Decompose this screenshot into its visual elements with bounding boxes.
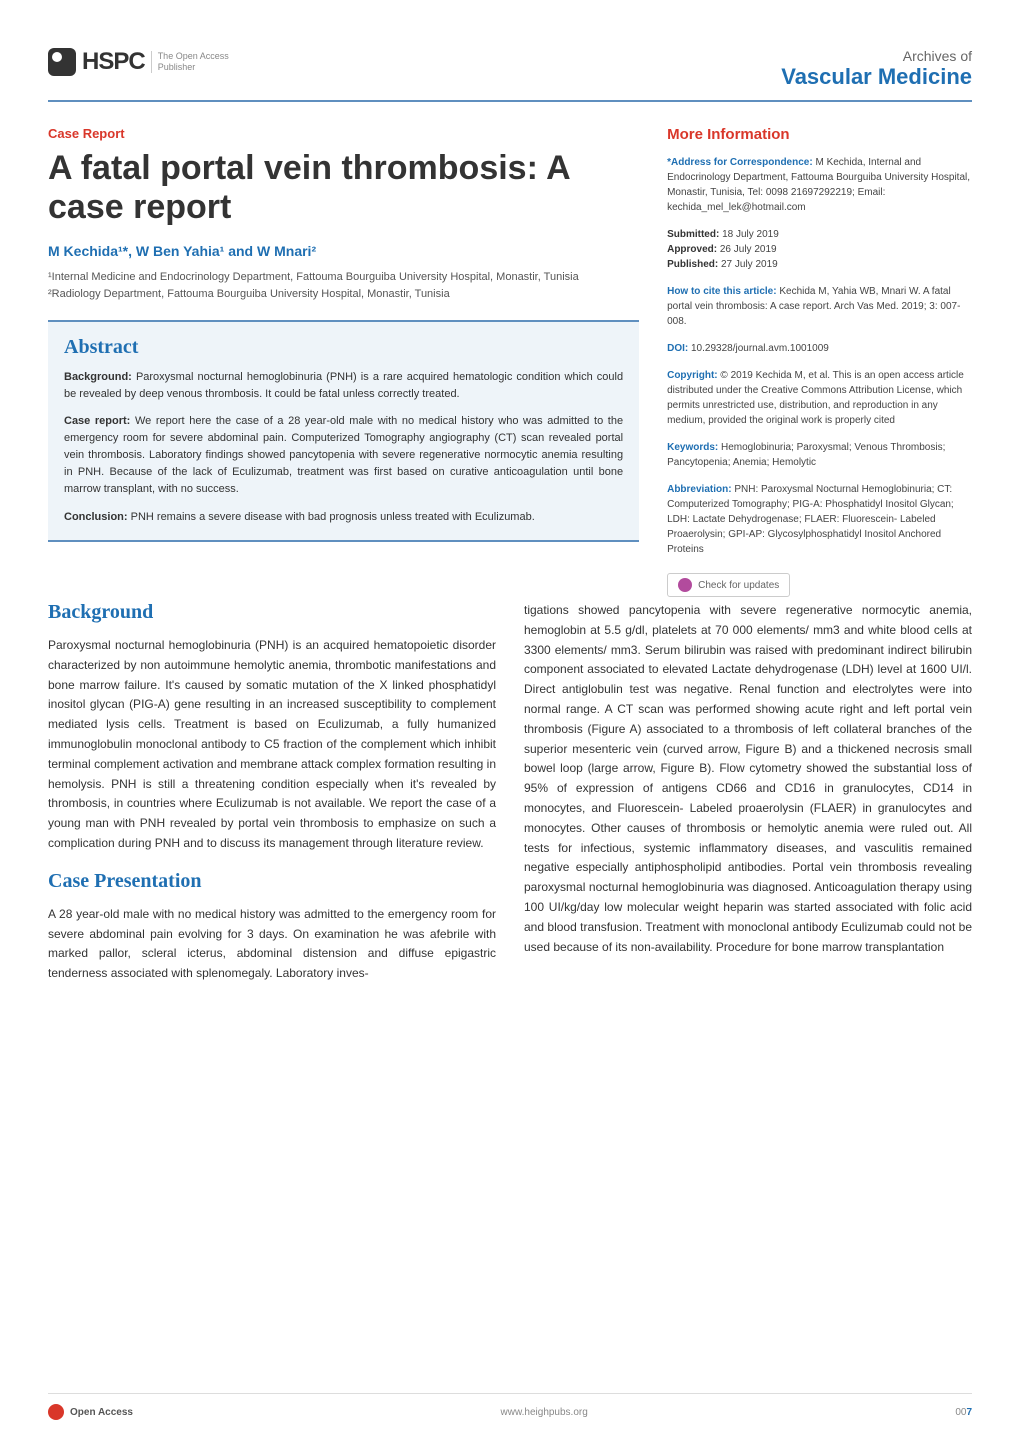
footer-site: www.heighpubs.org xyxy=(501,1407,588,1418)
abstract-case-text: We report here the case of a 28 year-old… xyxy=(64,415,623,495)
check-updates-icon xyxy=(678,578,692,592)
published-label: Published: xyxy=(667,259,718,270)
abstract-conclusion-text: PNH remains a severe disease with bad pr… xyxy=(128,511,535,523)
logo-subline: The Open Access Publisher xyxy=(151,51,229,73)
body-columns: Background Paroxysmal nocturnal hemoglob… xyxy=(48,601,972,1000)
logo-text: HSPC xyxy=(82,48,145,76)
check-updates-label: Check for updates xyxy=(698,580,779,591)
abstract-conclusion-label: Conclusion: xyxy=(64,511,128,523)
abstract-case: Case report: We report here the case of … xyxy=(64,413,623,498)
abstract-box: Abstract Background: Paroxysmal nocturna… xyxy=(48,320,639,541)
affiliations: ¹Internal Medicine and Endocrinology Dep… xyxy=(48,269,639,302)
background-body: Paroxysmal nocturnal hemoglobinuria (PNH… xyxy=(48,636,496,854)
doi-val: 10.29328/journal.avm.1001009 xyxy=(688,343,829,354)
doi-label: DOI: xyxy=(667,343,688,354)
right-column: More Information *Address for Correspond… xyxy=(667,126,972,597)
dates-block: Submitted: 18 July 2019 Approved: 26 Jul… xyxy=(667,227,972,272)
affiliation-1: ¹Internal Medicine and Endocrinology Dep… xyxy=(48,269,639,286)
abstract-background: Background: Paroxysmal nocturnal hemoglo… xyxy=(64,369,623,403)
abstract-background-label: Background: xyxy=(64,371,132,383)
journal-title: Vascular Medicine xyxy=(781,64,972,90)
footer: Open Access www.heighpubs.org 007 xyxy=(48,1393,972,1420)
authors: M Kechida¹*, W Ben Yahia¹ and W Mnari² xyxy=(48,243,639,259)
case-heading: Case Presentation xyxy=(48,870,496,893)
background-heading: Background xyxy=(48,601,496,624)
open-access-badge: Open Access xyxy=(48,1404,133,1420)
publisher-logo: HSPC The Open Access Publisher xyxy=(48,48,229,76)
logo-icon xyxy=(48,48,76,76)
abstract-case-label: Case report: xyxy=(64,415,130,427)
body-col-right: tigations showed pancytopenia with sever… xyxy=(524,601,972,1000)
footer-page-number: 7 xyxy=(966,1407,972,1418)
cite-block: How to cite this article: Kechida M, Yah… xyxy=(667,284,972,329)
keywords-block: Keywords: Hemoglobinuria; Paroxysmal; Ve… xyxy=(667,440,972,470)
open-access-label: Open Access xyxy=(70,1407,133,1418)
article-type: Case Report xyxy=(48,126,639,141)
abstract-background-text: Paroxysmal nocturnal hemoglobinuria (PNH… xyxy=(64,371,623,400)
approved-label: Approved: xyxy=(667,244,717,255)
footer-page: 007 xyxy=(955,1407,972,1418)
abbrev-block: Abbreviation: PNH: Paroxysmal Nocturnal … xyxy=(667,482,972,557)
cite-label: How to cite this article: xyxy=(667,286,776,297)
left-column: Case Report A fatal portal vein thrombos… xyxy=(48,126,639,597)
abstract-conclusion: Conclusion: PNH remains a severe disease… xyxy=(64,509,623,526)
logo-sub-2: Publisher xyxy=(158,62,196,72)
published-val: 27 July 2019 xyxy=(718,259,778,270)
copyright-block: Copyright: © 2019 Kechida M, et al. This… xyxy=(667,368,972,428)
body-col-left: Background Paroxysmal nocturnal hemoglob… xyxy=(48,601,496,1000)
submitted-val: 18 July 2019 xyxy=(719,229,779,240)
footer-page-prefix: 00 xyxy=(955,1407,966,1418)
check-updates-button[interactable]: Check for updates xyxy=(667,573,790,597)
copyright-label: Copyright: xyxy=(667,370,718,381)
journal-title-block: Archives of Vascular Medicine xyxy=(781,48,972,90)
approved-val: 26 July 2019 xyxy=(717,244,777,255)
abbrev-label: Abbreviation: xyxy=(667,484,731,495)
submitted-label: Submitted: xyxy=(667,229,719,240)
affiliation-2: ²Radiology Department, Fattouma Bourguib… xyxy=(48,286,639,303)
more-info-heading: More Information xyxy=(667,126,972,143)
open-access-icon xyxy=(48,1404,64,1420)
correspondence-label: *Address for Correspondence: xyxy=(667,157,813,168)
case-body-right: tigations showed pancytopenia with sever… xyxy=(524,601,972,957)
journal-pretitle: Archives of xyxy=(781,48,972,64)
header-bar: HSPC The Open Access Publisher Archives … xyxy=(48,48,972,102)
article-title: A fatal portal vein thrombosis: A case r… xyxy=(48,149,639,227)
case-body-left: A 28 year-old male with no medical histo… xyxy=(48,905,496,984)
abstract-heading: Abstract xyxy=(64,336,623,359)
logo-sub-1: The Open Access xyxy=(158,51,229,61)
keywords-label: Keywords: xyxy=(667,442,718,453)
correspondence-block: *Address for Correspondence: M Kechida, … xyxy=(667,155,972,215)
doi-block: DOI: 10.29328/journal.avm.1001009 xyxy=(667,341,972,356)
